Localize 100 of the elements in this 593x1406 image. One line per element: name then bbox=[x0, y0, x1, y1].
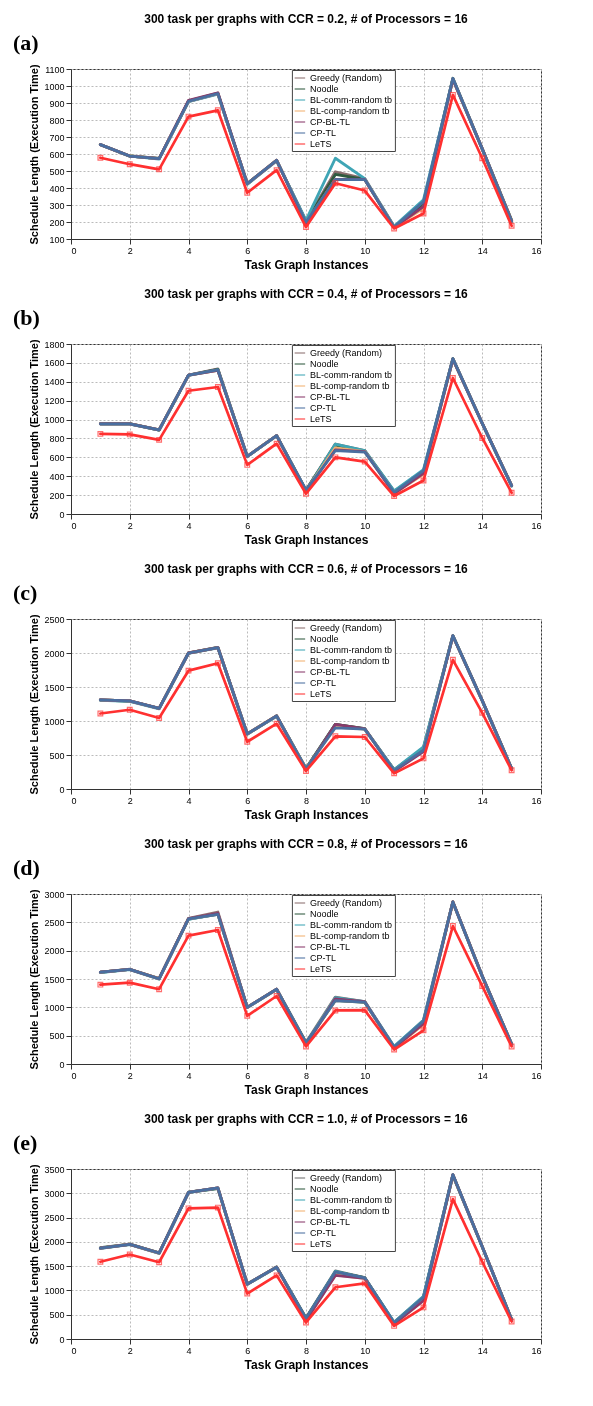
y-tick-label: 1000 bbox=[44, 1002, 65, 1013]
y-tick-label: 800 bbox=[49, 433, 65, 444]
y-tick-label: 1000 bbox=[44, 81, 65, 92]
x-axis-title: Task Graph Instances bbox=[244, 257, 369, 272]
text: (d) bbox=[13, 855, 40, 880]
x-tick-label: 6 bbox=[245, 1345, 251, 1356]
x-tick-label: 0 bbox=[71, 795, 77, 806]
x-axis-title: Task Graph Instances bbox=[244, 532, 369, 547]
x-tick-label: 16 bbox=[531, 1070, 542, 1081]
y-tick-label: 1800 bbox=[44, 339, 65, 350]
y-tick-label: 1200 bbox=[44, 396, 65, 407]
legend-label: BL-comm-random tb bbox=[309, 370, 392, 380]
legend-label: BL-comp-random tb bbox=[309, 106, 390, 116]
y-tick-label: 500 bbox=[49, 1031, 65, 1042]
y-tick-label: 2000 bbox=[44, 648, 65, 659]
y-tick-label: 100 bbox=[49, 234, 65, 245]
legend-label: BL-comm-random tb bbox=[309, 95, 392, 105]
chart-title: 300 task per graphs with CCR = 0.4, # of Processors = 16 bbox=[144, 287, 469, 301]
legend-label: CP-BL-TL bbox=[309, 1217, 350, 1227]
legend-label: Noodle bbox=[309, 909, 339, 919]
y-tick-label: 500 bbox=[49, 750, 65, 761]
legend-label: CP-TL bbox=[309, 128, 336, 138]
x-tick-label: 4 bbox=[186, 1345, 192, 1356]
legend-label: Noodle bbox=[309, 84, 339, 94]
legend-label: LeTS bbox=[309, 414, 332, 424]
legend-label: LeTS bbox=[309, 964, 332, 974]
y-tick-label: 300 bbox=[49, 200, 65, 211]
x-tick-label: 4 bbox=[186, 245, 192, 256]
x-tick-label: 12 bbox=[418, 520, 430, 531]
y-tick-label: 2500 bbox=[44, 1213, 65, 1224]
x-tick-label: 8 bbox=[303, 1070, 310, 1081]
x-tick-label: 2 bbox=[127, 795, 133, 806]
legend-label: BL-comp-random tb bbox=[309, 1206, 390, 1216]
y-tick-label: 0 bbox=[59, 1334, 65, 1345]
y-tick-label: 800 bbox=[49, 115, 65, 126]
x-tick-label: 10 bbox=[360, 795, 371, 806]
y-tick-label: 1100 bbox=[45, 64, 65, 75]
y-tick-label: 500 bbox=[49, 1310, 65, 1321]
y-tick-label: 1000 bbox=[44, 716, 65, 727]
x-tick-label: 10 bbox=[360, 1070, 371, 1081]
legend-label: CP-TL bbox=[309, 953, 336, 963]
y-tick-label: 1500 bbox=[44, 1261, 65, 1272]
x-tick-label: 8 bbox=[303, 1345, 310, 1356]
y-tick-label: 3000 bbox=[44, 1188, 65, 1199]
y-tick-label: 0 bbox=[59, 509, 65, 520]
x-tick-label: 14 bbox=[477, 795, 488, 806]
y-axis-title: Schedule Length (Execution Time) bbox=[28, 339, 41, 520]
x-tick-label: 12 bbox=[418, 245, 430, 256]
y-axis-title: Schedule Length (Execution Time) bbox=[28, 64, 41, 245]
legend-label: Greedy (Random) bbox=[309, 623, 382, 633]
legend-label: Noodle bbox=[309, 1184, 339, 1194]
x-axis-title: Task Graph Instances bbox=[244, 807, 369, 822]
legend-label: LeTS bbox=[309, 689, 332, 699]
legend-label: LeTS bbox=[309, 1239, 332, 1249]
y-tick-label: 1600 bbox=[44, 358, 65, 369]
y-axis-title: Schedule Length (Execution Time) bbox=[28, 1164, 41, 1345]
y-tick-label: 1000 bbox=[44, 1285, 65, 1296]
chart-title: 300 task per graphs with CCR = 1.0, # of Processors = 16 bbox=[144, 1112, 469, 1126]
x-tick-label: 12 bbox=[418, 1345, 430, 1356]
x-tick-label: 16 bbox=[531, 245, 542, 256]
y-tick-label: 1000 bbox=[44, 415, 65, 426]
y-tick-label: 0 bbox=[59, 784, 65, 795]
legend-label: BL-comp-random tb bbox=[309, 656, 390, 666]
y-tick-label: 2500 bbox=[44, 917, 65, 928]
y-tick-label: 200 bbox=[49, 490, 65, 501]
y-tick-label: 3000 bbox=[44, 889, 65, 900]
x-tick-label: 0 bbox=[71, 1345, 77, 1356]
y-tick-label: 2500 bbox=[44, 614, 65, 625]
text: (c) bbox=[13, 580, 38, 605]
x-tick-label: 0 bbox=[71, 245, 77, 256]
y-tick-label: 2000 bbox=[44, 1237, 65, 1248]
legend-label: CP-BL-TL bbox=[309, 942, 350, 952]
y-tick-label: 700 bbox=[49, 132, 65, 143]
legend-label: Greedy (Random) bbox=[309, 73, 382, 83]
legend-label: CP-BL-TL bbox=[309, 392, 350, 402]
chart-title: 300 task per graphs with CCR = 0.8, # of Processors = 16 bbox=[144, 837, 469, 851]
legend-label: Greedy (Random) bbox=[309, 1173, 382, 1183]
x-tick-label: 2 bbox=[127, 245, 133, 256]
legend-label: CP-TL bbox=[309, 678, 336, 688]
chart-title: 300 task per graphs with CCR = 0.2, # of Processors = 16 bbox=[144, 12, 469, 26]
legend-label: Noodle bbox=[309, 359, 339, 369]
legend-label: CP-TL bbox=[309, 1228, 336, 1238]
legend-label: CP-TL bbox=[309, 403, 336, 413]
x-tick-label: 16 bbox=[531, 520, 542, 531]
x-tick-label: 14 bbox=[477, 520, 488, 531]
y-tick-label: 1500 bbox=[44, 974, 65, 985]
legend-label: LeTS bbox=[309, 139, 332, 149]
x-tick-label: 4 bbox=[186, 1070, 192, 1081]
y-tick-label: 2000 bbox=[44, 946, 65, 957]
y-tick-label: 3500 bbox=[44, 1164, 65, 1175]
legend-label: BL-comm-random tb bbox=[309, 1195, 392, 1205]
x-tick-label: 2 bbox=[127, 1070, 133, 1081]
x-tick-label: 0 bbox=[71, 1070, 77, 1081]
x-tick-label: 6 bbox=[245, 520, 251, 531]
x-tick-label: 14 bbox=[477, 1345, 488, 1356]
legend-label: Greedy (Random) bbox=[309, 348, 382, 358]
text: (a) bbox=[13, 30, 39, 55]
y-tick-label: 1500 bbox=[44, 682, 65, 693]
x-tick-label: 4 bbox=[186, 520, 192, 531]
text: (b) bbox=[13, 305, 40, 330]
